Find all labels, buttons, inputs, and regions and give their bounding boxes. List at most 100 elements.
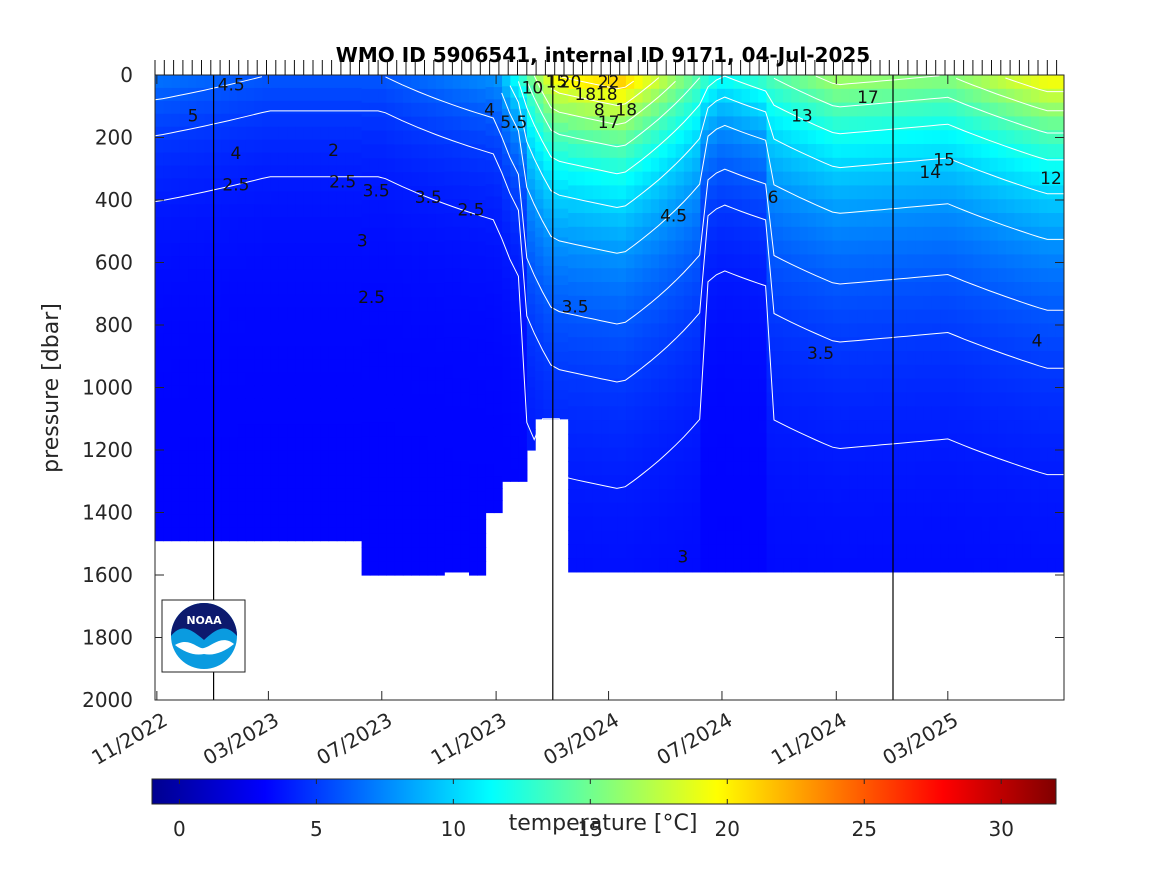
field-cell xyxy=(749,351,759,366)
field-cell xyxy=(675,130,685,145)
field-cell xyxy=(915,351,925,366)
field-cell xyxy=(188,463,197,477)
field-cell xyxy=(981,157,991,173)
field-cell xyxy=(997,226,1007,242)
field-cell xyxy=(369,172,379,187)
field-cell xyxy=(188,437,197,451)
field-cell xyxy=(584,295,594,311)
field-cell xyxy=(849,420,859,435)
field-cell xyxy=(733,433,743,449)
colorbar-label: temperature [°C] xyxy=(509,811,698,836)
field-cell xyxy=(576,254,586,269)
y-tick-label: 600 xyxy=(95,251,133,275)
field-cell xyxy=(576,268,586,283)
field-cell xyxy=(675,489,685,504)
field-cell xyxy=(931,254,941,269)
field-cell xyxy=(460,171,470,187)
field-cell xyxy=(295,178,305,192)
field-cell xyxy=(559,390,569,401)
field-cell xyxy=(469,255,478,271)
field-cell xyxy=(526,95,536,107)
field-cell xyxy=(336,527,346,542)
field-cell xyxy=(345,243,354,257)
field-cell xyxy=(973,199,982,214)
field-cell xyxy=(667,337,677,352)
field-cell xyxy=(460,102,470,117)
field-cell xyxy=(849,254,859,269)
field-cell xyxy=(1047,461,1057,476)
field-cell xyxy=(791,475,801,490)
field-cell xyxy=(592,254,602,269)
field-cell xyxy=(477,213,487,229)
field-cell xyxy=(749,447,759,463)
field-cell xyxy=(411,186,421,201)
field-cell xyxy=(997,337,1007,352)
field-cell xyxy=(460,516,470,532)
field-cell xyxy=(832,116,842,131)
field-cell xyxy=(948,378,958,394)
field-cell xyxy=(510,153,520,166)
field-cell xyxy=(369,130,379,146)
field-cell xyxy=(882,337,892,352)
field-cell xyxy=(237,152,247,167)
field-cell xyxy=(675,295,685,311)
field-cell xyxy=(204,411,214,425)
field-cell xyxy=(212,75,222,89)
field-cell xyxy=(419,130,429,146)
field-cell xyxy=(535,332,544,343)
field-cell xyxy=(948,489,958,504)
field-cell xyxy=(427,75,437,90)
field-cell xyxy=(427,491,437,507)
field-cell xyxy=(543,189,553,200)
field-cell xyxy=(683,254,693,269)
field-cell xyxy=(204,294,214,309)
field-cell xyxy=(328,281,338,296)
field-cell xyxy=(981,171,991,187)
field-cell xyxy=(361,422,371,437)
field-cell xyxy=(849,530,859,545)
field-cell xyxy=(270,437,280,451)
field-cell xyxy=(601,475,611,490)
field-cell xyxy=(964,88,974,104)
field-cell xyxy=(733,240,743,256)
field-cell xyxy=(940,475,949,490)
field-cell xyxy=(568,254,578,269)
field-cell xyxy=(1030,199,1040,214)
field-cell xyxy=(452,226,462,242)
field-cell xyxy=(336,307,346,322)
field-cell xyxy=(485,427,495,441)
field-cell xyxy=(196,139,206,154)
field-cell xyxy=(485,342,495,356)
field-cell xyxy=(361,158,371,173)
field-cell xyxy=(1055,116,1064,131)
field-cell xyxy=(749,254,759,269)
field-cell xyxy=(477,283,487,298)
field-cell xyxy=(386,325,396,340)
field-cell xyxy=(799,254,809,269)
field-cell xyxy=(378,311,387,326)
field-cell xyxy=(725,199,735,214)
field-cell xyxy=(270,204,280,218)
field-cell xyxy=(270,243,280,257)
field-cell xyxy=(535,380,544,391)
field-cell xyxy=(923,226,933,242)
field-cell xyxy=(245,139,255,154)
field-cell xyxy=(502,334,511,347)
field-cell xyxy=(576,88,586,104)
field-cell xyxy=(502,131,511,144)
field-cell xyxy=(799,337,809,352)
field-cell xyxy=(890,171,900,187)
field-cell xyxy=(477,422,487,437)
field-cell xyxy=(683,461,693,476)
field-cell xyxy=(204,307,214,322)
field-cell xyxy=(559,246,569,258)
field-cell xyxy=(592,337,602,352)
field-cell xyxy=(1039,420,1049,435)
field-cell xyxy=(345,514,354,529)
field-cell xyxy=(774,406,784,421)
field-cell xyxy=(361,450,371,465)
field-cell xyxy=(1006,116,1016,131)
field-cell xyxy=(989,144,999,159)
field-cell xyxy=(188,514,197,529)
field-cell xyxy=(435,422,445,437)
